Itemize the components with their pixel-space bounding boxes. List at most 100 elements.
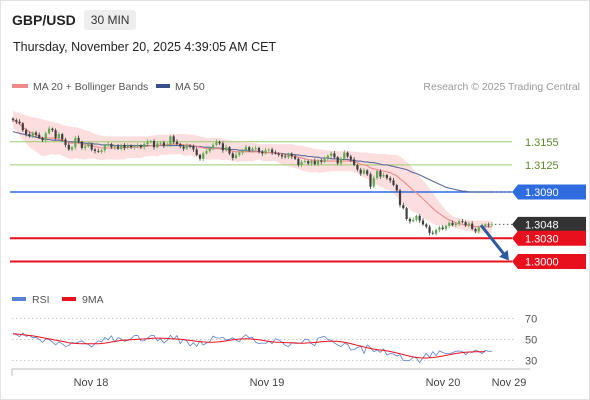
rsi-ma-line: [12, 333, 486, 359]
candle: [458, 219, 461, 226]
candle: [64, 137, 67, 148]
candle: [379, 169, 382, 179]
candle: [143, 142, 146, 150]
candle: [185, 143, 188, 150]
rsi-tick-30: 30: [525, 356, 537, 368]
x-tick-label: Nov 18: [74, 377, 109, 389]
candle: [97, 148, 100, 153]
candle: [182, 144, 185, 152]
x-tick-label: Nov 29: [492, 377, 527, 389]
candle: [231, 151, 234, 161]
level-tag-1-3048: [512, 216, 586, 232]
candle: [353, 157, 356, 167]
level-tag-1-3030: [512, 230, 586, 246]
candle: [146, 139, 149, 146]
level-tag-1-3090: [512, 184, 586, 200]
ma20-legend-swatch: [12, 84, 28, 88]
candle: [320, 158, 323, 165]
candle: [169, 135, 172, 147]
candle: [189, 144, 192, 149]
candle: [362, 168, 366, 175]
candle: [408, 217, 411, 224]
candle: [251, 146, 254, 153]
candle: [290, 152, 293, 159]
candle: [484, 223, 487, 228]
candle: [418, 214, 421, 223]
candle: [87, 141, 90, 148]
candle: [208, 146, 211, 153]
candle: [103, 143, 106, 153]
candle: [100, 149, 103, 154]
candle: [467, 221, 470, 228]
candle: [366, 169, 369, 176]
candle: [48, 126, 51, 135]
candle: [454, 222, 457, 227]
candle: [405, 207, 408, 221]
candle: [28, 131, 31, 138]
candle: [412, 217, 415, 223]
candle: [389, 176, 392, 183]
candle: [313, 158, 316, 166]
candle: [264, 147, 267, 155]
symbol-title: GBP/USD: [12, 12, 76, 28]
level-label-1-3000: 1.3000: [525, 257, 559, 269]
rsi-legend-label: RSI: [32, 294, 50, 306]
candle: [294, 154, 297, 160]
forecast-arrow-shaft: [479, 224, 505, 255]
candle: [238, 151, 241, 157]
rsi-tick-70: 70: [525, 313, 537, 325]
candle: [110, 142, 113, 149]
candle: [398, 188, 402, 208]
level-label-1-3048: 1.3048: [525, 219, 559, 231]
main-legend: MA 20 + Bollinger Bands MA 50 Research ©…: [12, 81, 580, 93]
datetime-label: Thursday, November 20, 2025 4:39:05 AM C…: [13, 40, 277, 54]
candle: [336, 156, 339, 166]
candle: [84, 144, 87, 151]
candle: [244, 144, 247, 153]
candle: [25, 128, 28, 137]
candle: [300, 160, 303, 168]
candle: [15, 118, 18, 125]
candle: [267, 148, 270, 153]
candle: [464, 220, 467, 227]
candle: [421, 218, 425, 226]
level-label-1-3125: 1.3125: [525, 160, 559, 172]
candle: [113, 144, 116, 150]
candle: [392, 178, 395, 187]
candle: [441, 225, 444, 231]
rsi-legend: RSI 9MA: [12, 294, 104, 306]
candle: [477, 225, 480, 234]
candle: [385, 173, 388, 180]
candle: [490, 222, 493, 227]
candle: [38, 132, 41, 140]
candle: [438, 225, 441, 233]
candle: [130, 144, 133, 149]
candle: [133, 144, 136, 150]
candle: [228, 146, 231, 156]
candle: [136, 143, 139, 148]
candle: [93, 147, 97, 154]
candle: [461, 218, 464, 224]
candle: [70, 146, 74, 152]
candle: [123, 143, 126, 151]
candle: [202, 151, 205, 162]
candle: [11, 117, 15, 122]
candle: [198, 153, 202, 161]
candle: [80, 140, 83, 150]
candle: [356, 163, 359, 172]
candle: [402, 202, 405, 210]
candle: [330, 151, 333, 159]
candle: [212, 143, 215, 151]
candle: [172, 134, 175, 145]
rsi-ma-legend-label: 9MA: [82, 294, 104, 306]
candle: [425, 223, 428, 229]
timeframe-badge[interactable]: 30 MIN: [83, 10, 137, 30]
ma50-legend-label: MA 50: [175, 81, 205, 93]
candle: [241, 149, 244, 155]
candle: [179, 142, 182, 149]
candle: [431, 230, 434, 235]
candle: [34, 130, 38, 138]
candle: [61, 132, 64, 142]
candle: [162, 140, 165, 148]
